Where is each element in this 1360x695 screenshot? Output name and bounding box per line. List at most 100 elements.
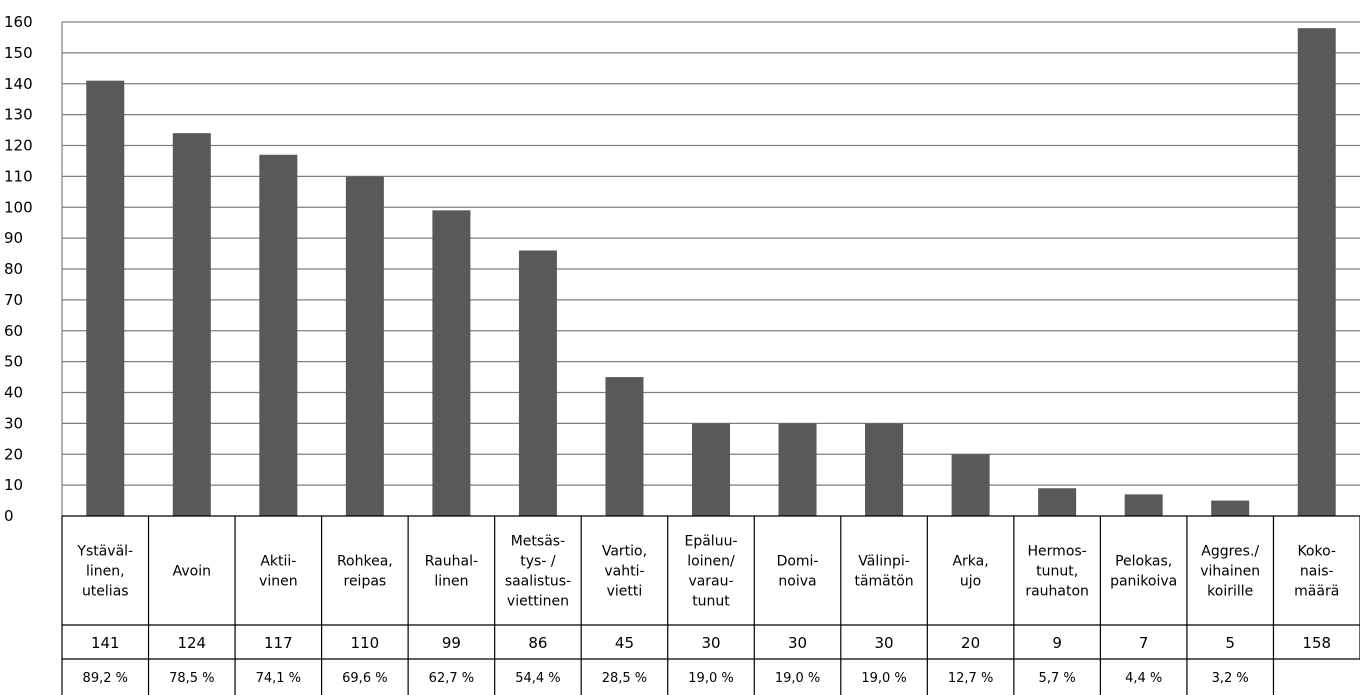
bar xyxy=(1211,500,1250,516)
category-label-line: loinen/ xyxy=(687,554,735,570)
data-table: Ystäväl-linen, utelias Avoin Aktii-vinen Roh… xyxy=(61,515,1360,695)
category-label-line: saalistus- xyxy=(505,574,571,590)
bars xyxy=(86,28,1336,517)
category-label-line: Aktii- xyxy=(260,554,296,570)
y-axis-tick-labels: 0 10 20 30 40 50 60 70 80 90 100 110 120 130 140 150 160 xyxy=(4,13,33,525)
category-label-line: Domi- xyxy=(777,554,819,570)
category-label: Avoin xyxy=(173,564,211,580)
category-label-line: utelias xyxy=(82,584,129,600)
y-tick-label: 70 xyxy=(4,291,23,309)
data-label: 45 xyxy=(615,634,634,652)
category-label: Rohkea, reipas xyxy=(337,554,393,590)
category-label-line: varau- xyxy=(688,574,733,590)
y-tick-label: 30 xyxy=(4,414,23,432)
y-tick-label: 80 xyxy=(4,260,23,278)
bar xyxy=(692,423,730,516)
category-label-line: Vartio, xyxy=(602,544,647,560)
category-label-line: Epäluu- xyxy=(685,534,738,550)
percent-label: 74,1 % xyxy=(256,671,301,686)
y-tick-label: 90 xyxy=(4,229,23,247)
y-tick-label: 120 xyxy=(4,137,33,155)
category-label-line: viettinen xyxy=(507,594,569,610)
category-label: Domi-noiva xyxy=(777,554,819,590)
y-tick-label: 10 xyxy=(4,476,23,494)
category-label-line: linen, xyxy=(86,564,125,580)
y-tick-label: 100 xyxy=(4,198,33,216)
category-label-line: noiva xyxy=(778,574,816,590)
category-label-line: Hermos- xyxy=(1028,544,1087,560)
percent-label: 19,0 % xyxy=(688,671,733,686)
data-label: 30 xyxy=(701,634,720,652)
percent-label: 69,6 % xyxy=(342,671,387,686)
data-label: 141 xyxy=(91,634,120,652)
data-label: 158 xyxy=(1302,634,1331,652)
bar xyxy=(1038,488,1077,516)
percent-label: 12,7 % xyxy=(948,671,993,686)
category-label: Pelokas, panikoiva xyxy=(1110,554,1177,590)
data-label: 86 xyxy=(528,634,547,652)
bar xyxy=(1124,494,1163,516)
bar xyxy=(1297,28,1336,517)
bar xyxy=(259,154,298,516)
data-label: 117 xyxy=(264,634,293,652)
data-label: 7 xyxy=(1139,634,1149,652)
y-tick-label: 20 xyxy=(4,445,23,463)
percent-label: 19,0 % xyxy=(775,671,820,686)
category-label-line: vihainen xyxy=(1200,564,1260,580)
bar xyxy=(172,133,211,516)
bar xyxy=(865,423,904,516)
bar xyxy=(778,423,817,516)
bar xyxy=(86,80,125,516)
category-label-line: ujo xyxy=(960,574,981,590)
category-label-line: linen xyxy=(434,574,468,590)
category-label-line: Avoin xyxy=(173,564,211,580)
category-label-line: panikoiva xyxy=(1110,574,1177,590)
category-label: Hermos-tunut, rauhaton xyxy=(1025,544,1089,600)
category-label-line: Välinpi- xyxy=(858,554,910,570)
percent-label: 4,4 % xyxy=(1125,671,1162,686)
percent-label: 54,4 % xyxy=(515,671,560,686)
data-label: 9 xyxy=(1052,634,1062,652)
y-tick-label: 60 xyxy=(4,322,23,340)
bar xyxy=(518,250,557,516)
category-label: Välinpi-tämätön xyxy=(854,554,913,590)
category-label: Arka, ujo xyxy=(952,554,988,590)
category-label-line: Koko- xyxy=(1297,544,1336,560)
y-tick-label: 150 xyxy=(4,44,33,62)
category-label-line: tys- / xyxy=(520,554,556,570)
percent-label: 5,7 % xyxy=(1039,671,1076,686)
category-label-line: määrä xyxy=(1294,584,1339,600)
category-label-line: tämätön xyxy=(854,574,913,590)
category-label: Ystäväl-linen, utelias xyxy=(76,544,133,600)
category-label-line: vietti xyxy=(607,584,643,600)
y-tick-label: 130 xyxy=(4,106,33,124)
category-label: Koko-nais-määrä xyxy=(1294,544,1339,600)
category-label-line: vahti- xyxy=(604,564,644,580)
category-label-line: koirille xyxy=(1207,584,1253,600)
y-tick-label: 50 xyxy=(4,353,23,371)
category-label-line: tunut xyxy=(692,594,730,610)
category-label-line: nais- xyxy=(1300,564,1334,580)
data-label: 30 xyxy=(788,634,807,652)
data-label: 110 xyxy=(351,634,380,652)
data-label: 5 xyxy=(1225,634,1235,652)
category-label: Rauhal-linen xyxy=(425,554,478,590)
category-label-line: Pelokas, xyxy=(1115,554,1172,570)
category-label: Aggres./ vihainen koirille xyxy=(1200,544,1260,600)
bar xyxy=(345,176,384,516)
category-label-line: Rohkea, xyxy=(337,554,393,570)
category-label: Epäluu-loinen/varau-tunut xyxy=(685,534,738,610)
percent-label: 62,7 % xyxy=(429,671,474,686)
category-label-line: Metsäs- xyxy=(511,534,565,550)
bar xyxy=(605,377,644,516)
category-label: Vartio, vahti-vietti xyxy=(602,544,647,600)
data-label: 99 xyxy=(442,634,461,652)
data-label: 30 xyxy=(875,634,894,652)
y-tick-label: 140 xyxy=(4,75,33,93)
percent-label: 78,5 % xyxy=(169,671,214,686)
y-tick-label: 40 xyxy=(4,384,23,402)
y-tick-label: 160 xyxy=(4,13,33,31)
percent-label: 89,2 % xyxy=(83,671,128,686)
category-label-line: Arka, xyxy=(952,554,988,570)
